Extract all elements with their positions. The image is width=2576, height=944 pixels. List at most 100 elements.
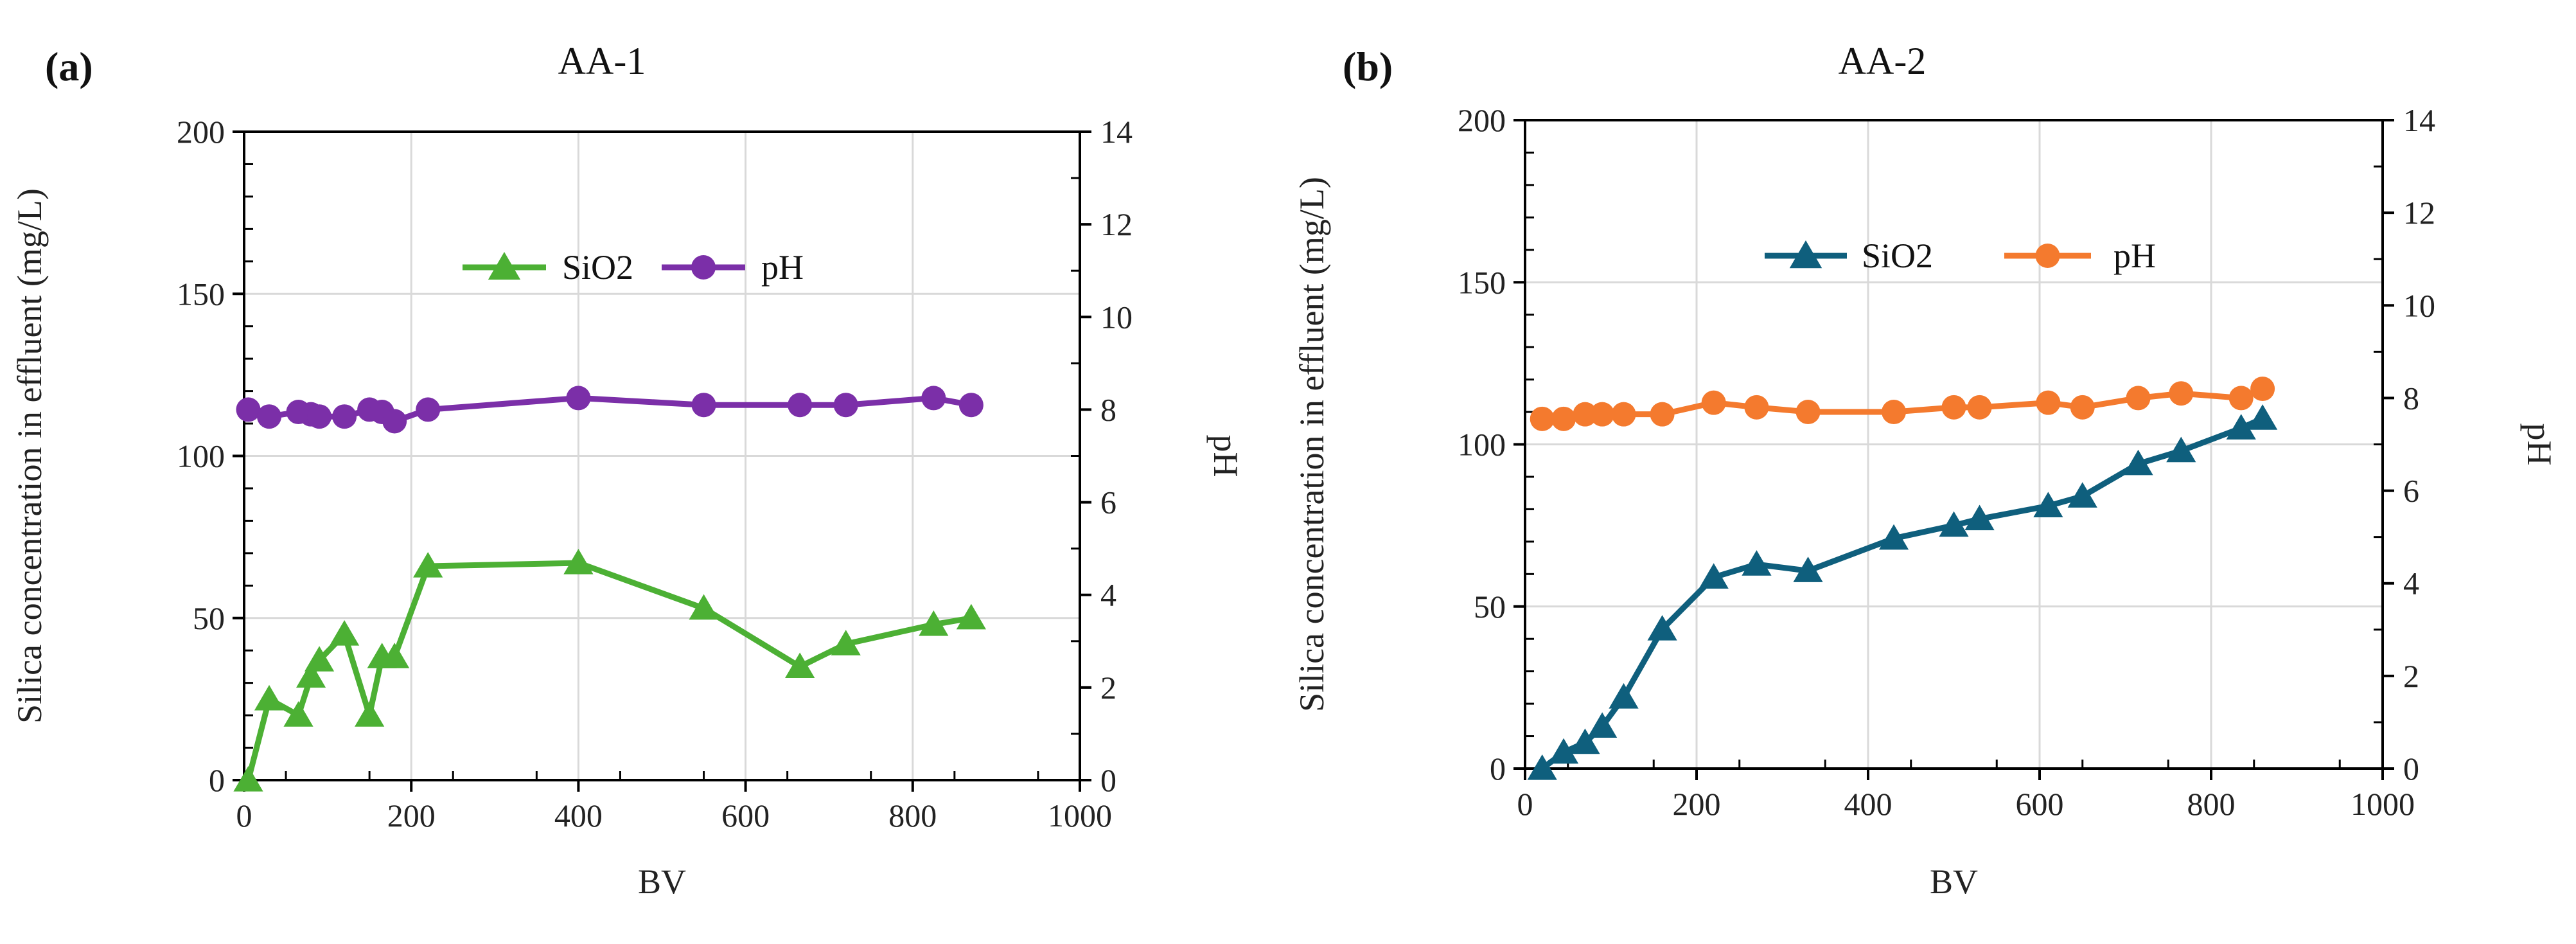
data-point-ph	[788, 393, 813, 418]
data-point-sio2	[330, 619, 360, 646]
data-point-sio2	[1878, 524, 1909, 550]
data-point-ph	[1551, 406, 1576, 431]
data-point-ph	[1650, 402, 1675, 427]
y2-tick-label: 6	[1100, 485, 1116, 521]
series-line-ph	[247, 395, 972, 424]
y2-tick-label: 2	[1100, 670, 1116, 706]
data-point-ph	[1590, 402, 1615, 427]
y-axis-label: Silica concentration in effluent (mg/L)	[10, 188, 49, 724]
data-point-sio2	[2166, 436, 2196, 463]
y-tick-label: 150	[177, 276, 225, 312]
data-point-sio2	[233, 766, 263, 792]
legend-label: pH	[761, 248, 804, 287]
y2-axis-label: pH	[1206, 435, 1245, 477]
data-point-sio2	[1742, 550, 1772, 576]
y2-tick-label: 0	[2403, 751, 2419, 787]
y-tick-label: 100	[177, 438, 225, 474]
chart-panel-a: 0 200 400 600 800 100005010015020002468101214…	[10, 40, 1245, 901]
x-axis-label: BV	[1930, 862, 1978, 901]
data-point-ph	[1795, 400, 1821, 425]
data-point-ph	[2126, 386, 2151, 411]
x-tick-label: 400	[554, 797, 603, 833]
y-tick-label: 50	[193, 600, 225, 636]
x-tick-label: 800	[2187, 786, 2236, 822]
data-point-ph	[1573, 402, 1598, 427]
data-point-sio2	[1698, 563, 1729, 589]
y2-tick-label: 14	[2403, 102, 2435, 138]
y-tick-label: 150	[1458, 264, 1506, 300]
panel-label: (a)	[45, 44, 93, 89]
y2-tick-label: 10	[2403, 287, 2435, 323]
data-point-sio2	[254, 684, 285, 711]
legend-marker-triangle	[1789, 240, 1822, 269]
y2-tick-label: 8	[2403, 380, 2419, 416]
data-point-ph	[958, 393, 984, 418]
data-point-sio2	[831, 630, 861, 655]
data-point-ph	[1882, 400, 1907, 425]
y2-tick-label: 0	[1100, 762, 1116, 798]
y-tick-label: 0	[1490, 751, 1506, 787]
y2-tick-label: 14	[1100, 114, 1133, 150]
data-point-ph	[307, 404, 332, 429]
data-point-sio2	[1939, 511, 1969, 537]
y2-tick-label: 8	[1100, 391, 1116, 427]
series-line-sio2	[1540, 416, 2264, 771]
data-point-sio2	[1647, 615, 1677, 641]
legend-label: SiO2	[1862, 236, 1933, 275]
legend-marker-triangle	[488, 252, 521, 280]
y-axis-label: Silica concentration in effluent (mg/L)	[1292, 177, 1331, 712]
data-point-sio2	[785, 652, 815, 679]
data-point-sio2	[380, 643, 410, 668]
data-point-ph	[691, 393, 716, 418]
y2-tick-label: 4	[2403, 566, 2419, 601]
data-point-sio2	[919, 610, 949, 636]
data-point-sio2	[413, 552, 443, 578]
data-point-ph	[236, 397, 261, 422]
x-tick-label: 200	[1673, 786, 1721, 822]
x-tick-label: 400	[1844, 786, 1892, 822]
data-point-ph	[1611, 402, 1636, 427]
legend-marker-circle	[691, 255, 716, 280]
data-point-sio2	[1964, 504, 1995, 531]
data-point-ph	[382, 409, 407, 434]
legend-marker-circle	[2035, 244, 2060, 268]
data-point-ph	[257, 404, 282, 429]
y-tick-label: 200	[177, 114, 225, 150]
y2-tick-label: 6	[2403, 473, 2419, 509]
legend-label: SiO2	[562, 248, 633, 287]
x-tick-label: 0	[1517, 786, 1533, 822]
panel-label: (b)	[1343, 44, 1393, 89]
data-point-ph	[1967, 395, 1992, 420]
data-point-ph	[2169, 381, 2194, 406]
y-tick-label: 100	[1458, 427, 1506, 463]
x-tick-label: 800	[888, 797, 937, 833]
data-point-ph	[921, 386, 946, 411]
y2-tick-label: 4	[1100, 577, 1116, 613]
data-point-sio2	[956, 603, 986, 630]
data-point-ph	[833, 393, 858, 418]
data-point-sio2	[2226, 414, 2256, 440]
y-tick-label: 0	[209, 762, 225, 798]
data-point-sio2	[563, 548, 594, 574]
y2-tick-label: 12	[1100, 206, 1133, 242]
x-tick-label: 600	[2016, 786, 2064, 822]
y-tick-label: 200	[1458, 102, 1506, 138]
chart-title: AA-2	[1839, 40, 1927, 82]
x-axis-label: BV	[638, 862, 686, 901]
data-point-ph	[1744, 395, 1769, 420]
data-point-sio2	[1570, 728, 1600, 754]
x-tick-label: 200	[387, 797, 436, 833]
data-point-sio2	[1793, 557, 1823, 582]
chart-title: AA-1	[558, 40, 646, 82]
data-point-sio2	[304, 646, 335, 672]
data-point-sio2	[283, 701, 313, 727]
data-point-ph	[2070, 395, 2095, 420]
data-point-ph	[2250, 377, 2275, 402]
data-point-ph	[1941, 395, 1966, 420]
data-point-ph	[2228, 386, 2254, 411]
y-tick-label: 50	[1474, 589, 1506, 625]
y2-tick-label: 2	[2403, 658, 2419, 694]
data-point-ph	[416, 397, 441, 422]
data-point-ph	[566, 386, 591, 411]
